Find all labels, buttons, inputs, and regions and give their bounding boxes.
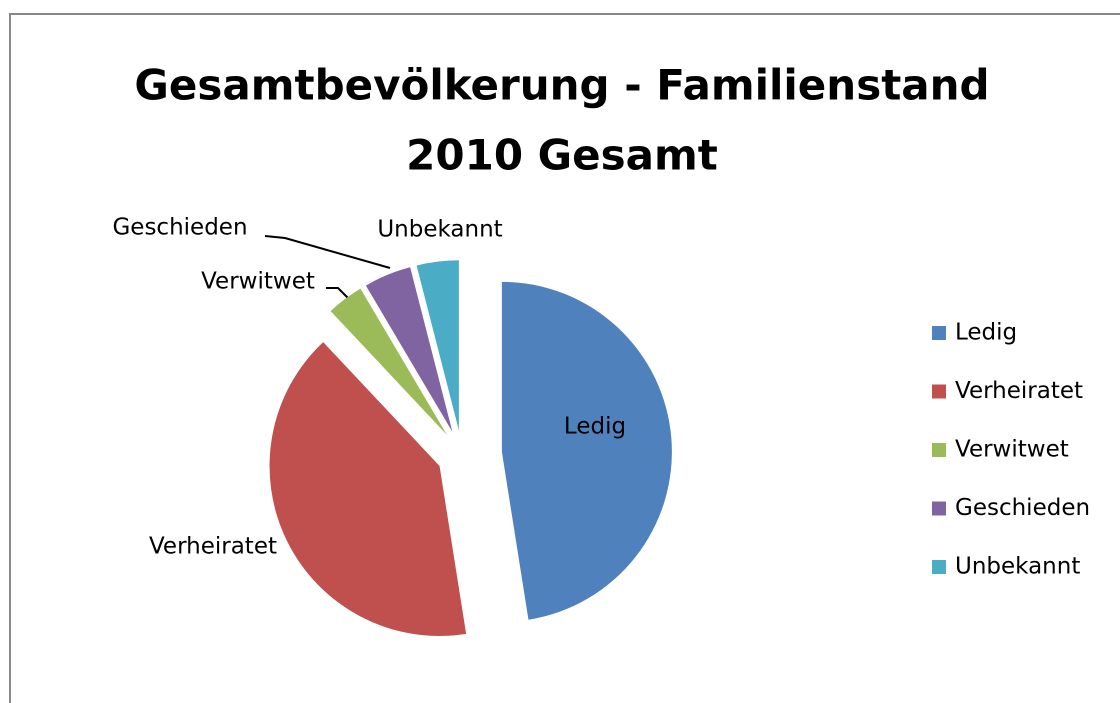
legend-swatch	[932, 501, 946, 516]
data-label: Ledig	[564, 414, 626, 440]
leader-line	[326, 287, 349, 299]
pie-slice	[416, 260, 459, 431]
pie-slice	[330, 288, 447, 436]
legend-swatch	[932, 560, 946, 574]
data-label: Verwitwet	[201, 269, 315, 295]
legend-label: Geschieden	[955, 495, 1090, 521]
legend-label: Ledig	[955, 320, 1017, 346]
data-label: Unbekannt	[377, 217, 502, 243]
legend-label: Verwitwet	[955, 437, 1069, 463]
pie-slice	[269, 342, 467, 636]
legend-label: Verheiratet	[955, 378, 1083, 404]
legend-swatch	[932, 326, 946, 340]
legend-swatch	[932, 443, 946, 457]
legend-label: Unbekannt	[955, 554, 1080, 580]
data-label: Geschieden	[112, 215, 247, 241]
pie-slice	[365, 267, 453, 432]
legend-swatch	[932, 384, 946, 399]
pie-slice	[501, 281, 672, 620]
chart-title: 2010 Gesamt	[406, 131, 718, 180]
data-label: Verheiratet	[149, 534, 277, 560]
chart-title: Gesamtbevölkerung - Familienstand	[134, 61, 989, 110]
leader-line	[264, 235, 391, 269]
